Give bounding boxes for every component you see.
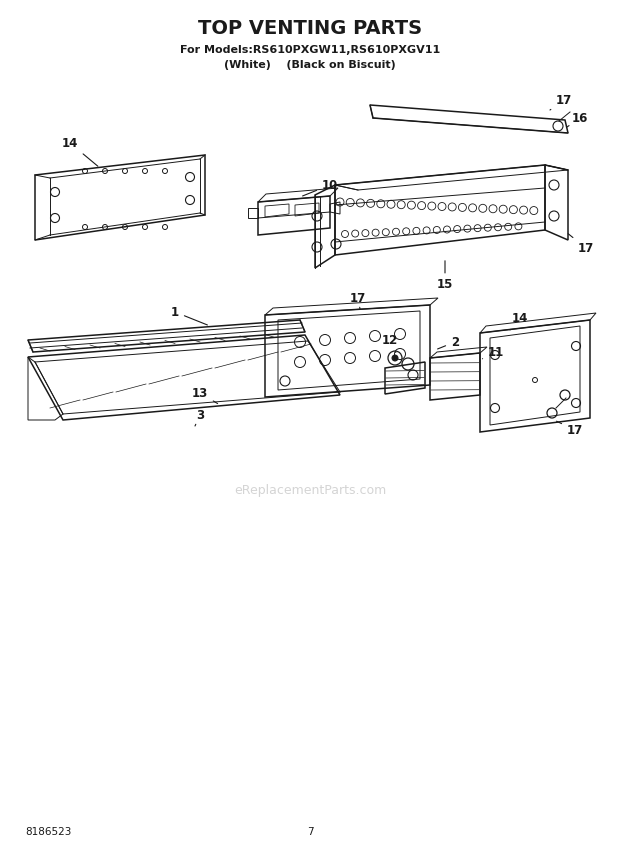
Text: 17: 17 bbox=[557, 421, 583, 437]
Text: 17: 17 bbox=[550, 93, 572, 110]
Text: (White)    (Black on Biscuit): (White) (Black on Biscuit) bbox=[224, 60, 396, 70]
Text: 11: 11 bbox=[482, 346, 504, 359]
Text: 17: 17 bbox=[350, 292, 366, 309]
Text: 14: 14 bbox=[62, 136, 98, 166]
Text: 14: 14 bbox=[510, 312, 528, 330]
Text: 1: 1 bbox=[171, 306, 208, 325]
Text: 3: 3 bbox=[195, 408, 204, 426]
Text: 10: 10 bbox=[303, 179, 338, 196]
Circle shape bbox=[392, 355, 398, 361]
Text: 2: 2 bbox=[438, 336, 459, 349]
Text: 7: 7 bbox=[307, 827, 313, 837]
Text: 15: 15 bbox=[437, 261, 453, 292]
Text: 12: 12 bbox=[382, 334, 398, 353]
Text: 13: 13 bbox=[192, 387, 218, 403]
Text: 8186523: 8186523 bbox=[25, 827, 71, 837]
Text: 17: 17 bbox=[568, 234, 594, 254]
Text: For Models:RS610PXGW11,RS610PXGV11: For Models:RS610PXGW11,RS610PXGV11 bbox=[180, 45, 440, 55]
Text: TOP VENTING PARTS: TOP VENTING PARTS bbox=[198, 19, 422, 38]
Text: eReplacementParts.com: eReplacementParts.com bbox=[234, 484, 386, 496]
Text: 16: 16 bbox=[567, 111, 588, 127]
